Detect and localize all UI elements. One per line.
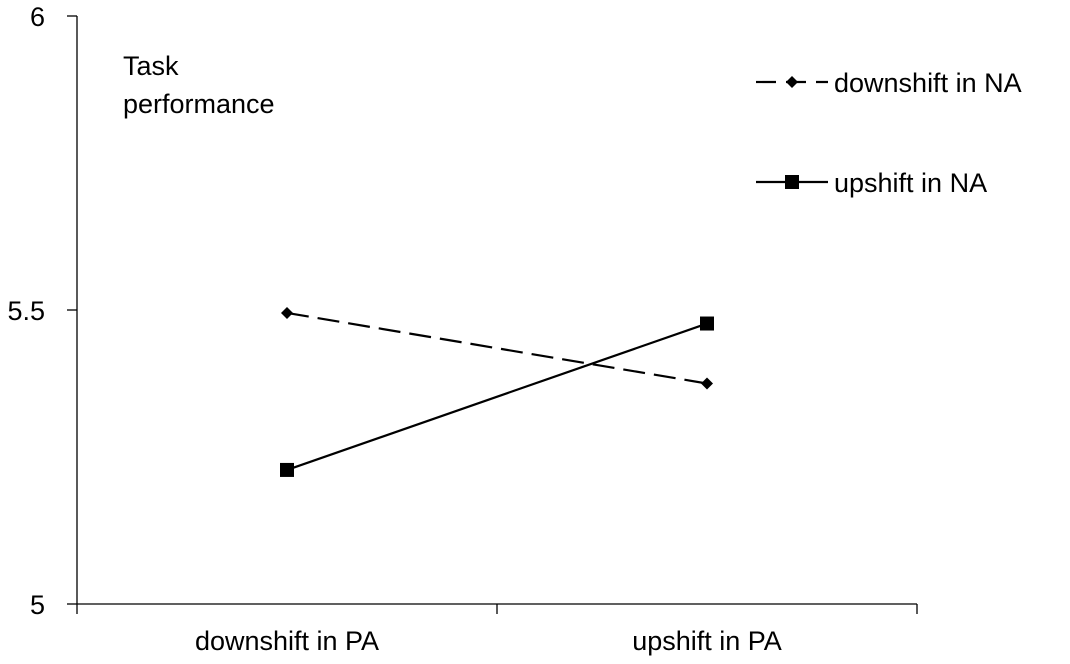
y-tick-label: 5.5	[7, 296, 45, 326]
data-point	[281, 306, 293, 319]
y-tick-label: 5	[30, 590, 45, 620]
data-point	[701, 377, 713, 390]
legend-item: upshift in NA	[756, 168, 987, 198]
data-point	[280, 462, 294, 477]
x-tick-label: downshift in PA	[195, 626, 379, 656]
series-line	[286, 311, 708, 385]
legend-item: downshift in NA	[756, 68, 1022, 98]
y-axis-label: Task performance	[123, 51, 275, 119]
chart-legend: downshift in NA upshift in NA	[756, 68, 1022, 198]
chart-series	[280, 306, 714, 477]
series-line	[286, 322, 708, 471]
y-axis-label-line: performance	[123, 89, 275, 119]
legend-marker	[786, 76, 798, 88]
series-upshift-in-NA	[280, 316, 714, 477]
y-tick-label: 6	[30, 2, 45, 32]
series-downshift-in-NA	[281, 306, 713, 390]
chart-axes: 5 5.5 6 downshift in PA upshift in PA	[7, 2, 918, 656]
legend-marker	[785, 175, 799, 189]
legend-label: upshift in NA	[834, 168, 987, 198]
y-axis-label-line: Task	[123, 51, 179, 81]
data-point	[700, 316, 714, 331]
legend-label: downshift in NA	[834, 68, 1022, 98]
x-tick-label: upshift in PA	[632, 626, 782, 656]
